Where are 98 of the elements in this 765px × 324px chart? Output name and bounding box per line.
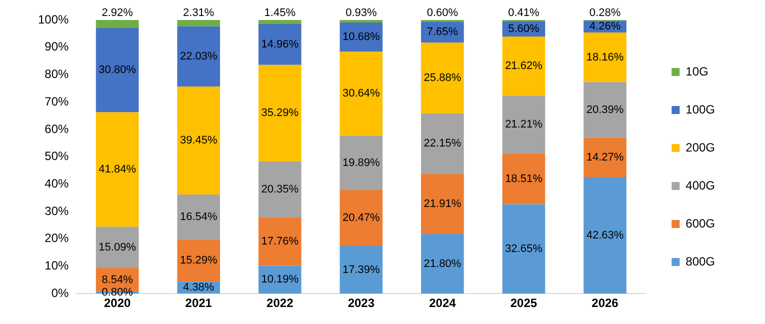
data-label: 30.64% (342, 88, 380, 100)
data-label: 2.92% (102, 7, 134, 20)
legend-label: 200G (686, 140, 716, 154)
data-label: 22.03% (180, 50, 218, 62)
data-label: 4.26% (589, 20, 621, 33)
data-label: 25.88% (424, 72, 462, 84)
y-tick-label: 50% (44, 149, 70, 164)
x-tick-label: 2026 (592, 296, 619, 310)
y-tick-label: 20% (44, 231, 70, 246)
data-label: 20.47% (342, 212, 380, 224)
data-label: 32.65% (505, 242, 543, 255)
legend-label: 10G (686, 64, 708, 78)
bar (96, 112, 139, 227)
data-label: 19.89% (342, 156, 380, 169)
data-label: 8.54% (102, 274, 134, 286)
data-label: 4.38% (183, 282, 214, 294)
bar (177, 240, 220, 282)
bar (584, 32, 626, 82)
data-label: 21.80% (424, 258, 462, 270)
data-label: 20.35% (261, 183, 299, 196)
data-label: 30.80% (98, 64, 136, 76)
y-tick-label: 80% (44, 67, 70, 82)
data-label: 2.31% (183, 7, 214, 20)
data-label: 15.09% (98, 241, 136, 254)
bar (258, 266, 302, 294)
data-label: 10.68% (342, 31, 380, 44)
bar (421, 174, 464, 234)
bar (502, 154, 546, 204)
data-label: 20.39% (586, 104, 624, 116)
data-label: 16.54% (180, 211, 218, 224)
bar (421, 113, 464, 174)
data-label: 0.60% (426, 7, 458, 20)
data-label: 39.45% (180, 134, 218, 147)
data-label: 15.29% (180, 254, 218, 267)
bar (258, 161, 302, 218)
y-tick-label: 90% (44, 40, 70, 54)
x-tick-label: 2023 (348, 296, 375, 310)
data-label: 17.39% (342, 264, 380, 276)
bar (177, 20, 220, 26)
data-label: 14.96% (261, 38, 299, 50)
data-label: 18.51% (505, 172, 543, 185)
bar (340, 136, 383, 190)
bar (421, 42, 464, 114)
bar (502, 36, 546, 96)
bar (96, 20, 139, 28)
bar (177, 26, 220, 87)
x-tick-label: 2021 (185, 296, 212, 310)
bar (177, 86, 220, 195)
legend-label: 600G (686, 216, 716, 230)
bar (584, 82, 626, 138)
data-label: 7.65% (426, 26, 458, 38)
bar (258, 20, 302, 24)
data-label: 42.63% (586, 229, 624, 242)
y-tick-label: 10% (44, 258, 70, 273)
data-label: 0.80% (102, 286, 134, 299)
x-tick-label: 2022 (266, 296, 294, 310)
legend-label: 400G (686, 178, 716, 192)
bar (258, 24, 302, 65)
y-tick-label: 40% (44, 176, 70, 190)
y-tick-label: 60% (44, 122, 70, 136)
y-tick-label: 30% (44, 204, 70, 218)
data-label: 21.21% (505, 118, 543, 131)
data-label: 1.45% (264, 7, 296, 20)
data-label: 0.41% (508, 7, 540, 20)
x-tick-label: 2020 (104, 296, 131, 310)
bar (96, 28, 139, 112)
bar (340, 52, 383, 136)
data-label: 35.29% (261, 107, 299, 120)
data-label: 0.93% (346, 7, 377, 20)
data-label: 18.16% (586, 51, 624, 64)
bar (584, 176, 626, 294)
y-tick-label: 100% (38, 12, 70, 26)
data-label: 21.91% (424, 198, 462, 210)
data-label: 10.19% (261, 274, 299, 286)
data-label: 0.28% (589, 7, 621, 20)
x-tick-label: 2025 (510, 296, 538, 310)
data-label: 14.27% (586, 151, 624, 164)
legend-label: 800G (686, 254, 716, 268)
data-label: 22.15% (424, 138, 462, 150)
bar (340, 246, 383, 294)
bar (258, 217, 302, 266)
data-label: 21.62% (505, 60, 543, 72)
y-tick-label: 70% (44, 94, 70, 108)
x-tick-label: 2024 (429, 296, 456, 310)
data-label: 5.60% (508, 22, 540, 35)
bar (177, 194, 220, 240)
data-label: 41.84% (98, 164, 136, 176)
bar (96, 226, 139, 268)
bar (502, 204, 546, 294)
y-tick-label: 0% (51, 286, 70, 300)
legend-label: 100G (686, 102, 716, 116)
bar (340, 20, 383, 23)
bar (258, 64, 302, 162)
bar (421, 234, 464, 294)
bar (584, 138, 626, 177)
data-label: 17.76% (261, 235, 299, 248)
bar (502, 96, 546, 154)
bar (340, 190, 383, 246)
